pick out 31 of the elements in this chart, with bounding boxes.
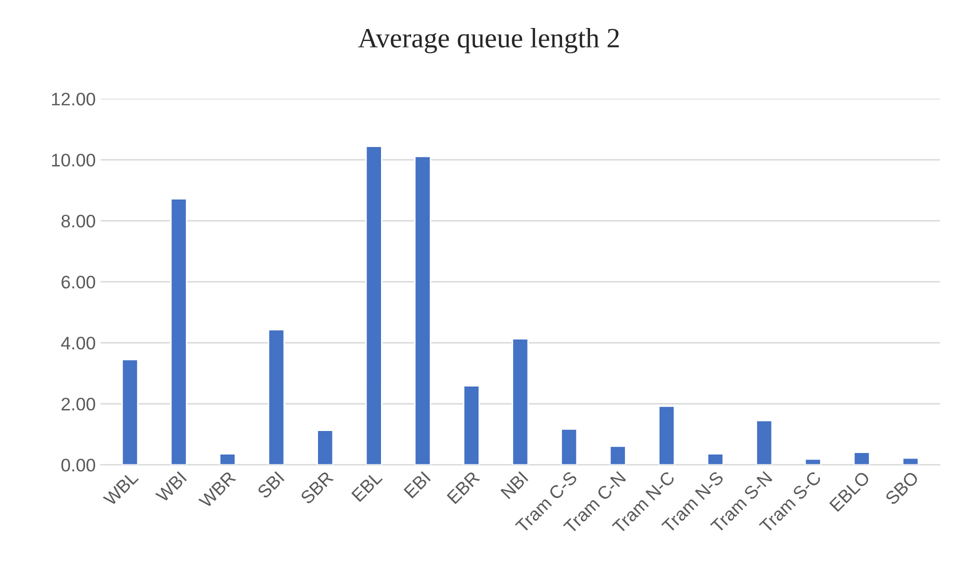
x-tick-label: EBI [404,471,431,498]
bar [706,453,724,465]
x-tick-label: WBI [155,471,187,503]
bar [170,198,188,465]
y-tick-label: 10.00 [52,154,96,166]
y-tick-label: 4.00 [61,336,96,350]
x-tick-label: EBL [351,470,383,502]
x-tick-label: SBI [256,471,285,500]
bar [902,457,920,465]
y-tick-label: 8.00 [61,214,96,228]
bar [609,446,626,465]
bar [853,452,870,465]
bar [658,406,676,465]
bar [414,156,432,465]
bar [756,420,773,465]
y-tick-label: 12.00 [52,92,96,106]
bar [365,146,382,465]
chart-title: Average queue length 2 [358,28,619,54]
y-tick-label: 2.00 [62,398,96,411]
x-tick-label: NBI [500,471,528,500]
x-tick-label: WBL [102,470,139,507]
bar [462,385,480,465]
bar [316,430,334,465]
bar [560,428,578,465]
bar [219,453,236,465]
bar [804,458,822,465]
y-tick-label: 0.00 [61,458,96,472]
y-tick-label: 6.00 [62,276,96,289]
bar [268,328,285,465]
bar [512,338,529,465]
bar [121,358,138,465]
